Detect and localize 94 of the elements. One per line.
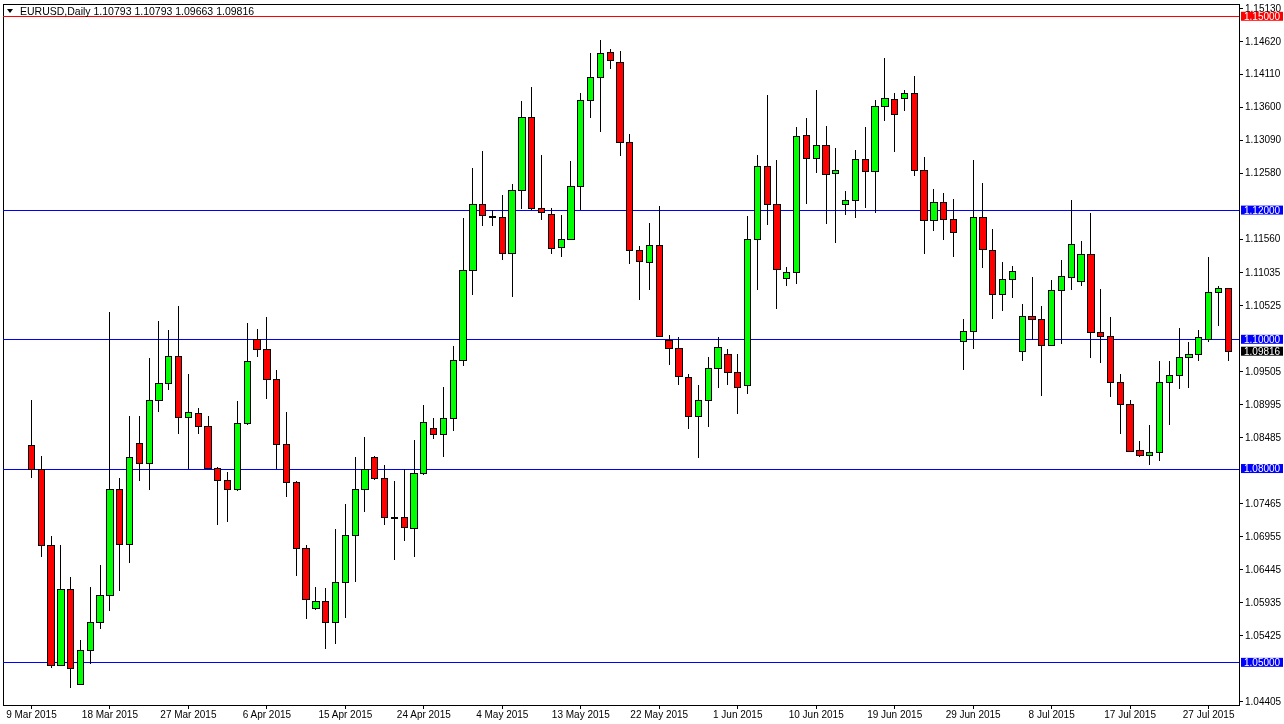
- y-tick-label: 1.06955: [1245, 530, 1282, 542]
- y-tick-label: 1.06445: [1245, 563, 1282, 575]
- x-tick-label: 24 Apr 2015: [396, 709, 452, 721]
- x-tick-label: 18 Mar 2015: [81, 709, 139, 721]
- candlestick: [1185, 341, 1193, 389]
- ref-line-label: 1.10000: [1244, 333, 1281, 345]
- candlestick: [665, 334, 673, 366]
- y-tick-label: 1.05935: [1245, 596, 1282, 608]
- y-tick-label: 1.11560: [1245, 233, 1281, 245]
- y-tick-label: 1.09505: [1245, 366, 1282, 377]
- x-tick-label: 9 Mar 2015: [6, 709, 58, 721]
- candlestick: [312, 586, 320, 611]
- candlestick: [184, 373, 193, 470]
- candlestick: [155, 320, 163, 413]
- y-tick-label: 1.12580: [1245, 167, 1282, 179]
- candlestick: [1214, 285, 1223, 327]
- x-tick-label: 8 Jul 2015: [1028, 709, 1076, 721]
- candlestick: [998, 261, 1007, 312]
- y-tick-label: 1.08485: [1245, 431, 1282, 443]
- candlestick: [940, 192, 948, 241]
- candlestick: [27, 399, 36, 479]
- x-tick-label: 22 May 2015: [630, 709, 689, 721]
- candlestick: [881, 57, 889, 122]
- y-tick-label: 1.11035: [1245, 267, 1281, 279]
- candlestick: [724, 348, 732, 386]
- x-tick-label: 6 Apr 2015: [242, 709, 292, 721]
- candlestick: [1028, 276, 1036, 341]
- candlestick: [1057, 259, 1066, 345]
- candlestick: [1165, 360, 1174, 426]
- y-tick-label: 1.10525: [1245, 300, 1282, 312]
- candlestick: [586, 52, 595, 119]
- candlestick: [429, 417, 438, 440]
- candlestick: [194, 407, 202, 435]
- x-tick-label: 10 Jun 2015: [788, 709, 845, 721]
- candlestick: [557, 214, 565, 258]
- x-tick-label: 19 Jun 2015: [867, 709, 923, 721]
- candlestick: [253, 328, 261, 358]
- candlestick: [537, 154, 546, 221]
- candlestick: [439, 386, 448, 458]
- candlestick: [1136, 440, 1144, 458]
- candlestick: [1175, 327, 1183, 390]
- y-tick-label: 1.14620: [1245, 35, 1282, 47]
- x-tick-label: 13 May 2015: [551, 709, 611, 721]
- chart-title: EURUSD,Daily 1.10793 1.10793 1.09663 1.09816: [20, 5, 255, 17]
- candlestick: [841, 190, 850, 216]
- candlestick: [714, 336, 722, 389]
- candlestick: [135, 415, 144, 482]
- ref-line-label: 1.05000: [1244, 656, 1281, 668]
- candlestick: [832, 147, 840, 244]
- candlestick: [606, 48, 614, 70]
- candlestick: [802, 117, 811, 205]
- x-tick-label: 1 Jun 2015: [712, 709, 763, 721]
- candlestick: [1195, 329, 1203, 362]
- candlestick: [371, 455, 379, 481]
- y-tick-label: 1.05425: [1245, 629, 1282, 641]
- candlestick: [812, 89, 820, 174]
- candlestick: [635, 245, 644, 301]
- candlestick: [223, 471, 232, 523]
- text: 1.09816: [1244, 345, 1281, 357]
- x-tick-label: 15 Apr 2015: [318, 709, 373, 721]
- candlestick: [361, 436, 369, 513]
- y-tick-label: 1.08995: [1245, 398, 1282, 410]
- candlestick: [400, 468, 408, 542]
- x-tick-label: 4 May 2015: [476, 709, 529, 721]
- candlestick: [959, 318, 968, 371]
- x-tick-label: 27 Jul 2015: [1182, 709, 1235, 721]
- x-tick-label: 17 Jul 2015: [1104, 709, 1157, 721]
- candlestick: [214, 466, 222, 526]
- candlestick: [694, 384, 703, 459]
- candlestick: [1116, 373, 1124, 435]
- candlestick: [479, 150, 487, 227]
- candlestick: [1097, 288, 1105, 364]
- candlestick: [783, 266, 791, 287]
- candlestick: [322, 587, 330, 650]
- x-tick-label: 27 Mar 2015: [160, 709, 217, 721]
- candlestick: [645, 222, 654, 291]
- candlestick: [949, 198, 958, 258]
- ref-line-label: 1.08000: [1244, 463, 1281, 475]
- candlestick: [900, 89, 909, 112]
- candlestick: [930, 188, 938, 232]
- candlestick: [861, 126, 869, 209]
- candlestick: [891, 92, 899, 153]
- y-tick-label: 1.13090: [1245, 134, 1282, 146]
- candlestick: [734, 353, 742, 415]
- candlestick: [390, 480, 399, 561]
- y-tick-label: 1.04405: [1245, 695, 1282, 707]
- y-tick-label: 1.14110: [1245, 68, 1281, 80]
- candlestick: [1146, 424, 1154, 466]
- x-tick-label: 29 Jun 2015: [945, 709, 1002, 721]
- y-tick-label: 1.07465: [1245, 497, 1282, 509]
- ref-line-label: 1.15000: [1244, 10, 1281, 22]
- candlestick: [1008, 265, 1017, 299]
- ref-line-label: 1.12000: [1244, 204, 1281, 216]
- y-tick-label: 1.13600: [1245, 101, 1282, 113]
